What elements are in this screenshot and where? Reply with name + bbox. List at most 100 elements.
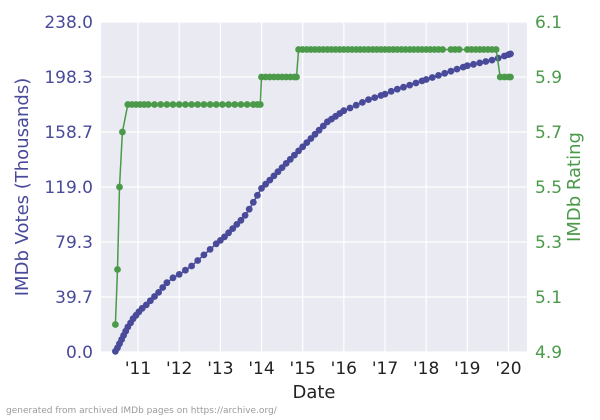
votes-point (291, 151, 298, 159)
votes-point (286, 155, 294, 163)
votes-point (482, 58, 490, 65)
votes-point (406, 81, 414, 89)
votes-point (270, 172, 278, 180)
rating-point (175, 101, 183, 108)
rating-point (188, 101, 196, 108)
votes-point (147, 297, 154, 305)
votes-point (206, 246, 214, 253)
rating-point (112, 321, 119, 328)
votes-point (365, 96, 372, 103)
right-y-tick-labels: 4.9 5.1 5.3 5.5 5.7 5.9 6.1 (535, 13, 562, 363)
votes-point (200, 251, 208, 259)
rating-series (112, 46, 514, 328)
rating-point (212, 101, 220, 108)
votes-point (182, 266, 189, 274)
votes-point (194, 257, 202, 264)
votes-point (241, 212, 249, 219)
votes-point (175, 271, 183, 278)
votes-point (470, 60, 477, 68)
votes-point (258, 185, 265, 192)
rating-point (116, 183, 123, 191)
votes-point (278, 164, 286, 172)
x-tick-label: '13 (207, 359, 233, 379)
rating-point (237, 101, 245, 108)
votes-series (112, 50, 514, 355)
rating-point (219, 101, 226, 108)
x-tick-labels: '11 '12 '13 '14 '15 '16 '17 '18 '19 '20 (125, 359, 522, 379)
left-y-tick-label: 0.0 (66, 343, 93, 363)
votes-point (163, 279, 171, 287)
votes-point (245, 205, 253, 213)
votes-point (441, 69, 449, 77)
right-y-tick-label: 5.1 (535, 288, 562, 308)
left-y-tick-label: 79.3 (55, 233, 93, 253)
votes-point (237, 216, 245, 224)
rating-point (169, 101, 177, 108)
rating-point (157, 101, 165, 108)
rating-point (225, 101, 233, 108)
votes-point (352, 101, 360, 109)
rating-point (194, 101, 202, 108)
rating-point (151, 101, 158, 108)
right-y-tick-label: 5.7 (535, 123, 562, 143)
left-y-tick-label: 39.7 (55, 288, 93, 308)
votes-point (412, 79, 420, 87)
votes-point (476, 59, 484, 67)
votes-point (315, 126, 323, 134)
votes-point (381, 90, 389, 98)
rating-point (163, 101, 171, 108)
votes-point (346, 104, 354, 112)
votes-point (307, 135, 315, 142)
rating-point (231, 101, 239, 108)
rating-point (455, 46, 463, 53)
rating-point (182, 101, 189, 108)
votes-point (393, 85, 401, 93)
left-y-tick-label: 198.3 (44, 68, 93, 88)
votes-point (249, 198, 257, 206)
rating-point (243, 101, 251, 108)
left-y-tick-label: 158.7 (44, 123, 93, 143)
rating-point (492, 46, 500, 53)
right-y-tick-label: 6.1 (535, 13, 562, 33)
votes-point (488, 56, 496, 64)
votes-point (447, 67, 455, 75)
rating-point (293, 73, 300, 81)
left-y-tick-label: 119.0 (44, 178, 93, 198)
votes-point (159, 284, 167, 291)
rating-point (114, 266, 121, 273)
rating-point (119, 128, 126, 136)
votes-point (169, 274, 177, 282)
votes-point (435, 72, 442, 79)
left-y-tick-labels: 0.0 39.7 79.3 119.0 158.7 198.3 238.0 (44, 13, 93, 363)
x-tick-label: '16 (331, 359, 357, 379)
x-tick-label: '14 (248, 359, 274, 379)
votes-point (387, 87, 395, 95)
rating-point (256, 101, 264, 108)
right-y-axis-label: IMDb Rating (564, 132, 585, 242)
votes-point (507, 50, 514, 58)
right-y-tick-label: 5.9 (535, 68, 562, 88)
votes-point (229, 225, 237, 233)
votes-point (142, 301, 150, 309)
source-credit: generated from archived IMDb pages on ht… (6, 406, 277, 416)
votes-point (155, 289, 163, 296)
votes-point (299, 143, 307, 151)
x-tick-label: '17 (372, 359, 398, 379)
rating-point (144, 101, 152, 108)
rating-point (507, 73, 514, 81)
votes-point (254, 191, 261, 199)
rating-point (206, 101, 214, 108)
x-tick-label: '12 (166, 359, 192, 379)
left-y-tick-label: 238.0 (44, 13, 93, 33)
x-tick-label: '11 (125, 359, 151, 379)
votes-point (266, 176, 274, 184)
right-y-tick-label: 5.3 (535, 233, 562, 253)
votes-point (319, 122, 327, 130)
votes-point (453, 65, 461, 73)
votes-point (428, 74, 436, 81)
rating-point (200, 101, 208, 108)
x-tick-label: '15 (290, 359, 316, 379)
right-y-tick-label: 4.9 (535, 343, 562, 363)
left-y-axis-label: IMDb Votes (Thousands) (12, 78, 33, 297)
votes-point (463, 62, 471, 70)
